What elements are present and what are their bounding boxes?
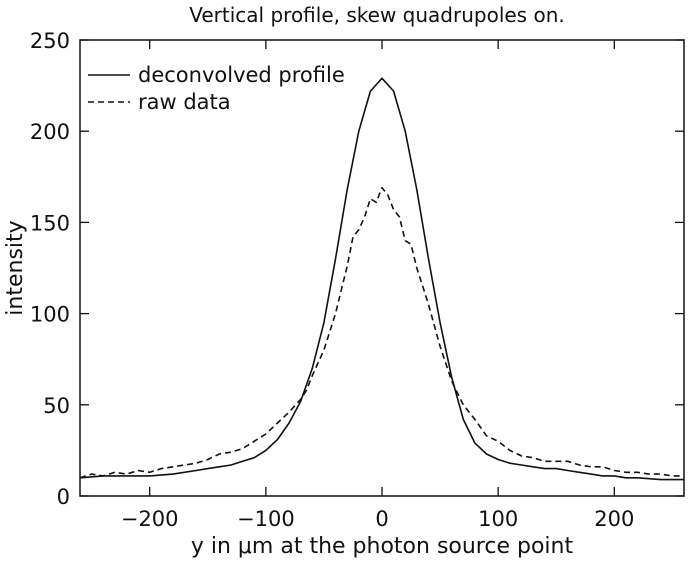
series-line-raw-data	[79, 186, 684, 479]
x-tick-label: 200	[594, 507, 634, 531]
y-tick-label: 150	[30, 211, 70, 235]
x-tick-label: −100	[237, 507, 295, 531]
y-tick-label: 0	[57, 485, 70, 509]
y-tick-label: 250	[30, 29, 70, 53]
y-tick-label: 200	[30, 120, 70, 144]
x-axis-title: y in μm at the photon source point	[191, 534, 574, 559]
series-lines	[79, 77, 684, 481]
y-tick-label: 50	[43, 394, 70, 418]
legend: deconvolved profile raw data	[88, 63, 345, 114]
y-tick-label: 100	[30, 303, 70, 327]
legend-label-raw: raw data	[138, 90, 231, 114]
legend-label-deconvolved: deconvolved profile	[138, 63, 345, 87]
series-line-deconvolved-profile	[79, 77, 684, 481]
x-tick-label: 0	[375, 507, 388, 531]
x-tick-label: 100	[478, 507, 518, 531]
chart-title: Vertical profile, skew quadrupoles on.	[189, 3, 564, 27]
y-axis-title: intensity	[3, 220, 28, 315]
axis-ticks	[80, 39, 684, 497]
x-tick-label: −200	[121, 507, 179, 531]
tick-labels: −200 −100 0 100 200 0 50 100 150 200 250	[30, 29, 634, 531]
